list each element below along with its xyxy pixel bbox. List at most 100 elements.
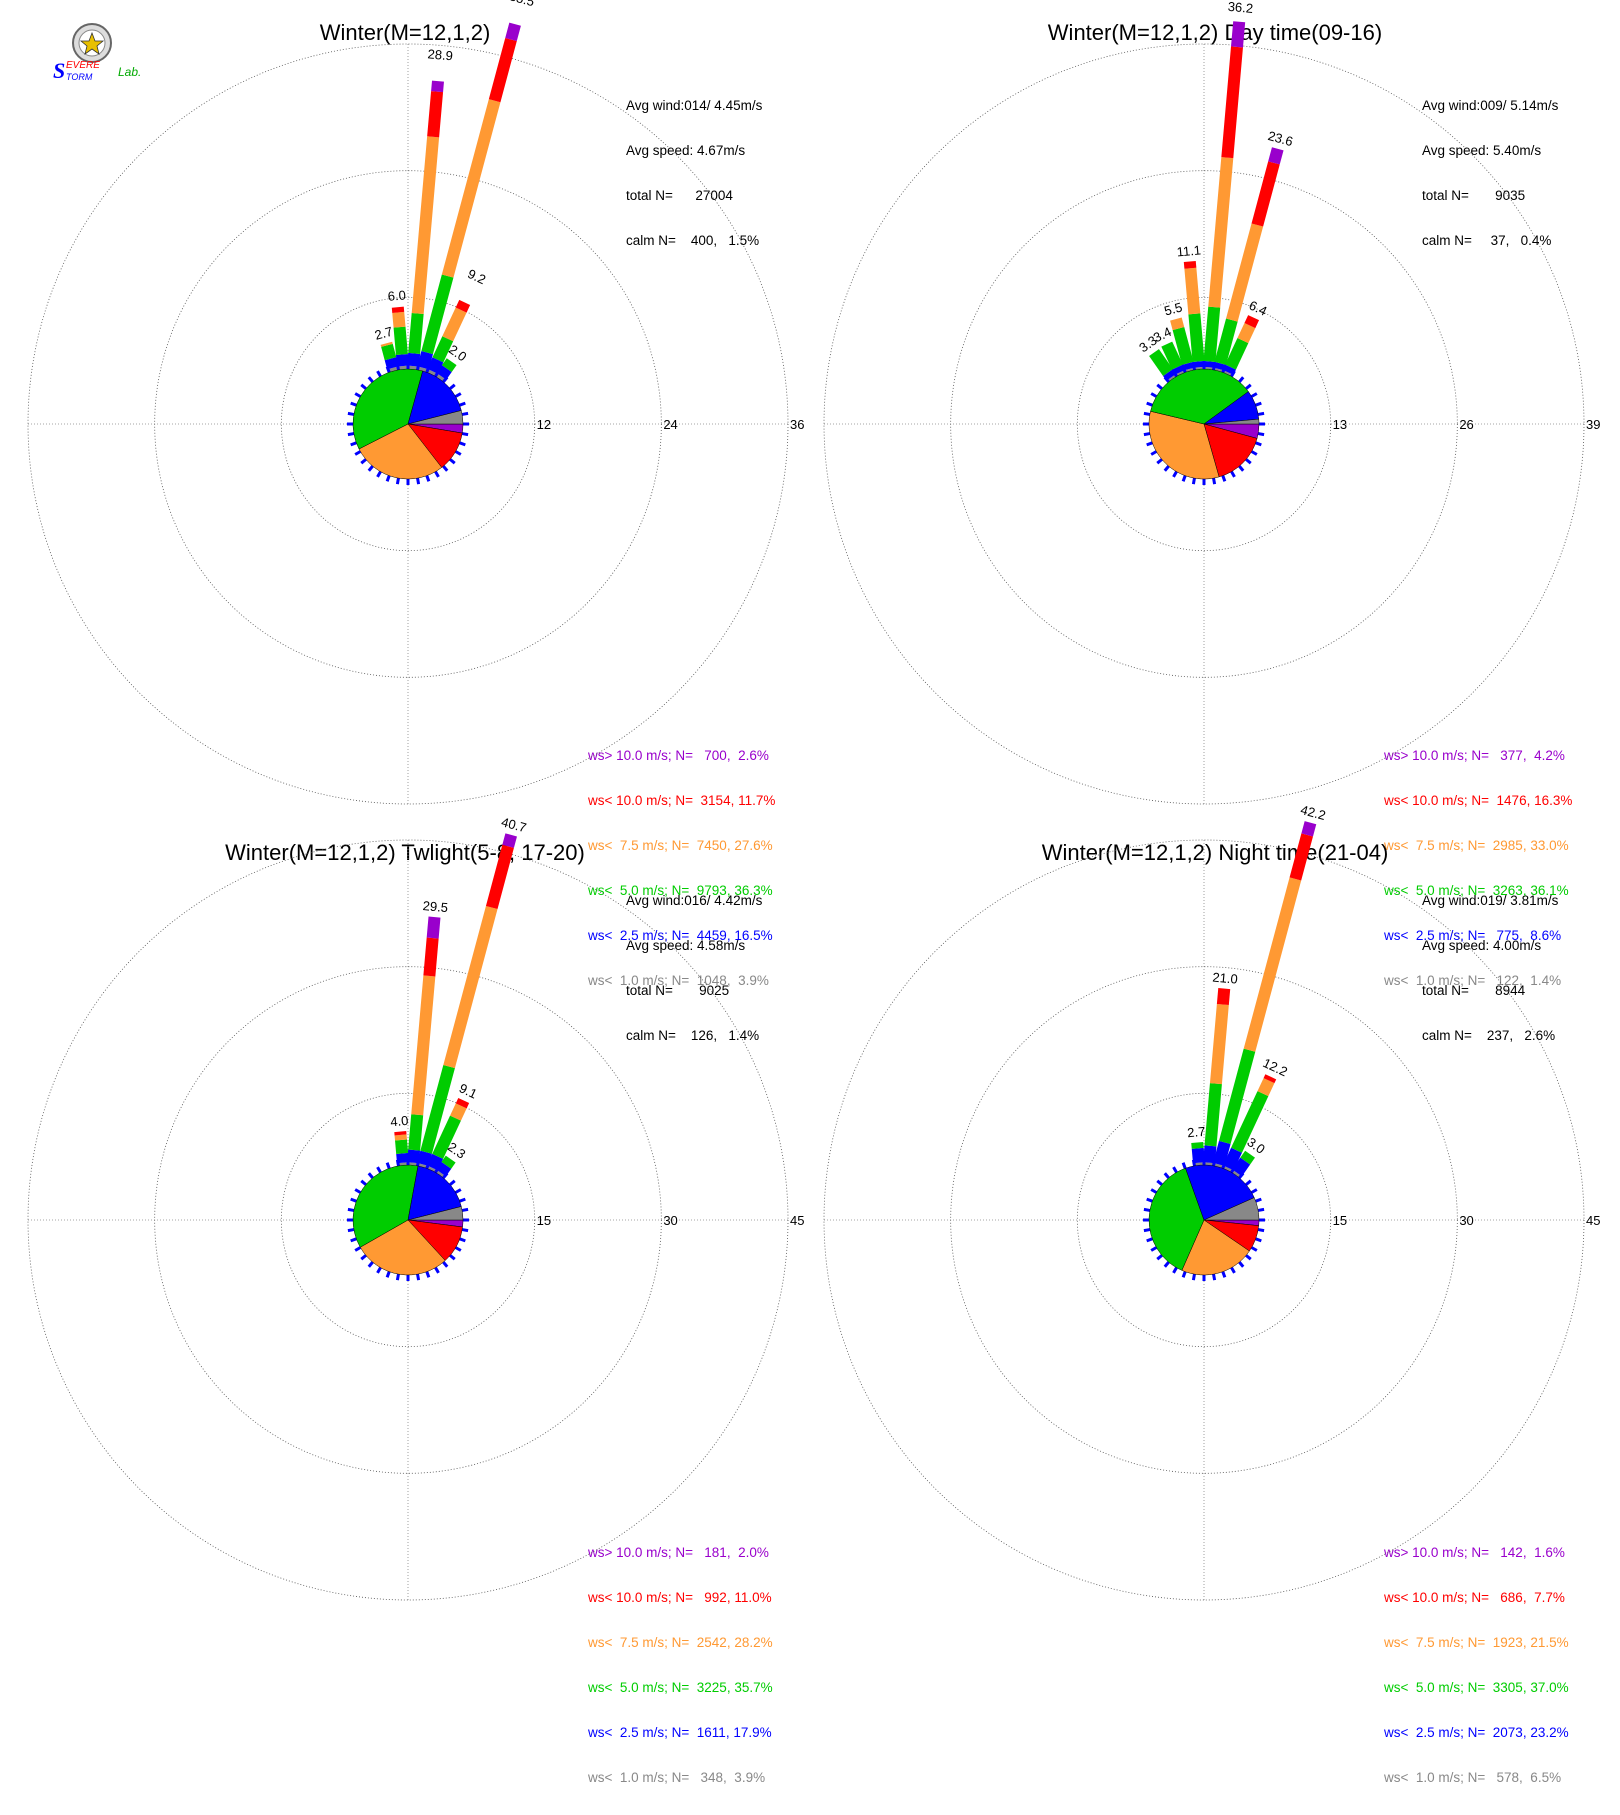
minor-direction-tick — [1172, 1266, 1178, 1274]
range-ring — [154, 170, 662, 678]
minor-direction-tick — [1163, 465, 1170, 472]
range-ring — [27, 43, 789, 805]
ring-label: 30 — [663, 1213, 677, 1228]
minor-direction-tick — [449, 383, 456, 390]
legend-entry: ws< 1.0 m/s; N= 348, 3.9% — [588, 1770, 766, 1785]
pie-slice — [1185, 1164, 1255, 1221]
stat-avg-wind: Avg wind:019/ 3.81m/s — [1422, 893, 1559, 908]
rose-bar-segment — [450, 1103, 467, 1121]
rose-bar-segment — [1183, 260, 1197, 269]
pie-slice — [352, 1164, 419, 1248]
minor-direction-tick — [1257, 1228, 1265, 1233]
legend-entry: ws< 5.0 m/s; N= 3225, 35.7% — [588, 1680, 773, 1695]
legend-entry: ws< 2.5 m/s; N= 775, 8.6% — [1384, 928, 1562, 943]
pie-slice — [352, 368, 424, 450]
rose-bar-segment — [381, 343, 397, 361]
minor-direction-tick — [449, 1254, 456, 1261]
ring-label: 30 — [1459, 1213, 1473, 1228]
minor-direction-tick — [1212, 1273, 1217, 1281]
minor-direction-tick — [1181, 366, 1187, 373]
minor-direction-tick — [385, 475, 391, 482]
minor-direction-tick — [1181, 475, 1187, 482]
legend-entry: ws< 7.5 m/s; N= 2985, 33.0% — [1384, 838, 1569, 853]
rose-bar-segment — [1184, 267, 1201, 315]
rose-bar-segment — [441, 358, 457, 373]
minor-direction-tick — [449, 458, 456, 465]
pie-slice — [1181, 1219, 1250, 1276]
minor-direction-tick — [459, 1197, 466, 1203]
rose-bar-segment — [411, 975, 436, 1116]
panel-title: Winter(M=12,1,2) — [319, 20, 491, 45]
minor-direction-tick — [1257, 411, 1265, 416]
minor-direction-tick — [354, 1246, 362, 1252]
minor-direction-tick — [442, 1261, 449, 1268]
minor-direction-tick — [1255, 441, 1262, 447]
range-ring — [27, 839, 789, 1601]
minor-direction-tick — [461, 1228, 469, 1233]
stat-calm-n: calm N= 37, 0.4% — [1422, 233, 1552, 248]
panel-winter-all: Winter(M=12,1,2) S EVERE TORM Lab. Avg w… — [0, 0, 810, 988]
minor-direction-tick — [1255, 1197, 1262, 1203]
minor-direction-tick — [1221, 1271, 1227, 1278]
stats-block: Avg wind:009/ 5.14m/s Avg speed: 5.40m/s… — [1422, 68, 1558, 278]
rose-bar-segment — [406, 365, 420, 370]
stat-total-n: total N= 8944 — [1422, 983, 1526, 998]
range-ring — [280, 1092, 536, 1348]
rose-bar-segment — [396, 1152, 409, 1164]
rose-bar-segment — [1251, 161, 1280, 227]
minor-direction-tick — [459, 1237, 466, 1243]
minor-direction-tick — [354, 450, 362, 456]
minor-direction-tick — [1146, 1197, 1153, 1203]
ring-label: 13 — [1333, 417, 1347, 432]
pie-slice — [358, 423, 443, 480]
rose-bar-segment — [395, 1139, 409, 1154]
rose-bar-segment — [393, 326, 408, 356]
rose-bar-segment — [1257, 1078, 1275, 1097]
legend-entry: ws< 2.5 m/s; N= 1611, 17.9% — [588, 1725, 772, 1740]
legend-entry: ws> 10.0 m/s; N= 181, 2.0% — [588, 1545, 769, 1560]
stat-avg-wind: Avg wind:009/ 5.14m/s — [1422, 98, 1559, 113]
pie-slice — [1203, 1197, 1260, 1221]
minor-direction-tick — [385, 1271, 391, 1278]
rose-bar-segment — [1225, 338, 1249, 370]
legend-entry: ws> 10.0 m/s; N= 142, 1.6% — [1384, 1545, 1565, 1560]
rose-bar-segment — [1191, 1141, 1204, 1149]
rose-bar-segment — [1183, 367, 1196, 373]
rose-bar-segment — [1218, 1048, 1256, 1144]
bar-value-label: 36.2 — [1227, 0, 1254, 16]
svg-text:S: S — [53, 58, 65, 83]
ring-label: 45 — [790, 1213, 804, 1228]
rose-bar-segment — [380, 341, 393, 347]
legend-entry: ws< 10.0 m/s; N= 3154, 11.7% — [588, 793, 776, 808]
minor-direction-tick — [350, 1237, 357, 1243]
stats-block: Avg wind:019/ 3.81m/s Avg speed: 4.00m/s… — [1422, 863, 1558, 1073]
rose-bar-segment — [394, 1131, 407, 1136]
stats-block: Avg wind:016/ 4.42m/s Avg speed: 4.58m/s… — [626, 863, 762, 1073]
legend-entry: ws< 7.5 m/s; N= 7450, 27.6% — [588, 838, 773, 853]
minor-direction-tick — [1212, 477, 1217, 485]
rose-bar-segment — [436, 365, 452, 380]
speed-legend: ws> 10.0 m/s; N= 377, 4.2% ws< 10.0 m/s;… — [1384, 718, 1572, 1018]
range-ring — [280, 296, 536, 552]
rose-bar-segment — [436, 1161, 452, 1177]
stat-calm-n: calm N= 237, 2.6% — [1422, 1028, 1556, 1043]
minor-direction-tick — [1250, 450, 1258, 456]
rose-bar-segment — [1240, 1150, 1255, 1165]
legend-entry: ws< 1.0 m/s; N= 578, 6.5% — [1384, 1770, 1562, 1785]
minor-direction-tick — [1238, 1172, 1245, 1179]
minor-direction-tick — [1163, 376, 1170, 383]
minor-direction-tick — [1212, 363, 1217, 371]
rose-bar-segment — [502, 833, 517, 848]
minor-direction-tick — [1238, 465, 1245, 472]
bar-value-label: 21.0 — [1212, 970, 1239, 987]
stat-total-n: total N= 27004 — [626, 188, 733, 203]
minor-direction-tick — [376, 470, 382, 478]
minor-direction-tick — [376, 1266, 382, 1274]
minor-direction-tick — [425, 1162, 431, 1169]
minor-direction-tick — [1172, 370, 1178, 378]
bar-value-label: 6.4 — [1247, 298, 1270, 319]
